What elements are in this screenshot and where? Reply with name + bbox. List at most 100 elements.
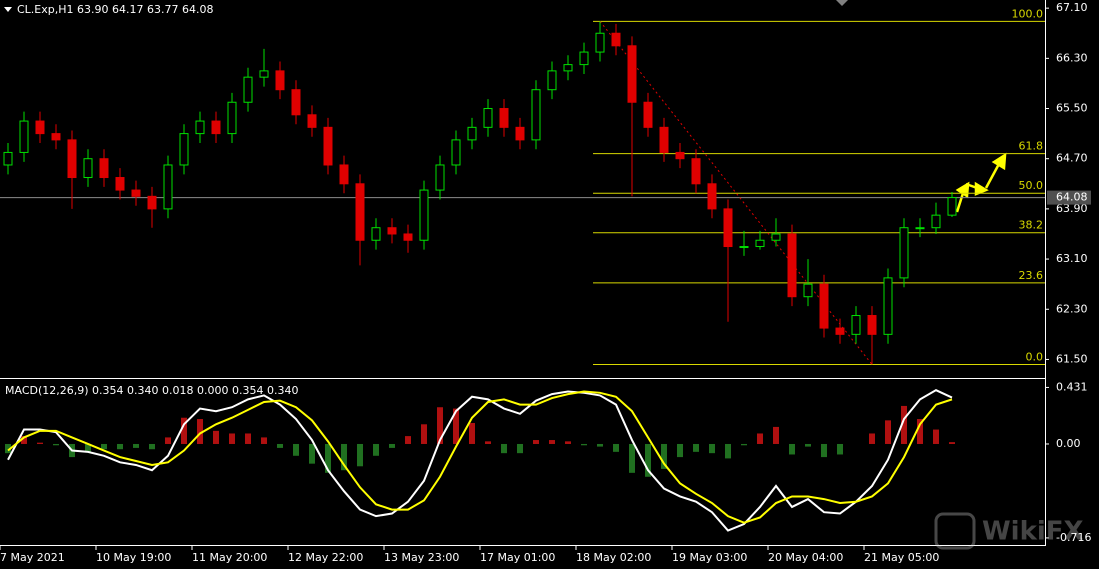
histogram-bar bbox=[21, 436, 27, 444]
candle-body bbox=[755, 239, 765, 248]
y-tick-label: 67.10 bbox=[1056, 1, 1088, 14]
x-tick-label: 18 May 02:00 bbox=[576, 551, 651, 564]
candle-body bbox=[835, 327, 845, 335]
candle-body bbox=[195, 120, 205, 135]
candle-body bbox=[595, 32, 605, 53]
histogram-bar bbox=[581, 443, 587, 446]
histogram-bar bbox=[613, 443, 619, 452]
histogram-bar bbox=[917, 419, 923, 444]
histogram-bar bbox=[261, 437, 267, 444]
candle-body bbox=[723, 208, 733, 248]
histogram-bar bbox=[517, 443, 523, 454]
histogram-bar bbox=[549, 440, 555, 444]
candle-body bbox=[115, 177, 125, 191]
histogram-bar bbox=[181, 417, 187, 444]
histogram-bar bbox=[341, 443, 347, 471]
histogram-bar bbox=[469, 422, 475, 444]
histogram-bar bbox=[757, 433, 763, 444]
histogram-bar bbox=[309, 443, 315, 464]
histogram-bar bbox=[213, 430, 219, 444]
y-tick-label: 66.30 bbox=[1056, 51, 1088, 64]
candle-body bbox=[659, 126, 669, 153]
histogram-bar bbox=[693, 443, 699, 452]
histogram-bar bbox=[709, 443, 715, 454]
candle-body bbox=[163, 164, 173, 210]
candle-body bbox=[179, 133, 189, 166]
candle-body bbox=[531, 89, 541, 141]
fib-label: 61.8 bbox=[1019, 140, 1044, 153]
candle-body bbox=[211, 120, 221, 135]
arrow-head bbox=[974, 181, 989, 196]
histogram-bar bbox=[645, 443, 651, 477]
histogram-bar bbox=[933, 429, 939, 444]
candle-body bbox=[3, 151, 13, 166]
x-tick-label: 11 May 20:00 bbox=[192, 551, 267, 564]
histogram-bar bbox=[101, 443, 107, 450]
candle-body bbox=[83, 158, 93, 179]
macd-line bbox=[7, 389, 953, 532]
histogram-bar bbox=[805, 443, 811, 447]
candle-body bbox=[675, 151, 685, 160]
candle-body bbox=[643, 101, 653, 128]
candle-body bbox=[355, 183, 365, 241]
histogram-bar bbox=[165, 437, 171, 444]
x-tick-label: 13 May 23:00 bbox=[384, 551, 459, 564]
watermark: WikiFX bbox=[982, 517, 1084, 547]
candle-body bbox=[147, 195, 157, 210]
candle-body bbox=[323, 126, 333, 166]
candle-body bbox=[739, 246, 749, 249]
fib-label: 23.6 bbox=[1019, 269, 1044, 282]
candle-body bbox=[771, 233, 781, 241]
y-tick-label: 0.00 bbox=[1056, 437, 1081, 450]
histogram-bar bbox=[85, 443, 91, 452]
histogram-bar bbox=[389, 443, 395, 448]
histogram-bar bbox=[453, 408, 459, 444]
x-tick-label: 19 May 03:00 bbox=[672, 551, 747, 564]
chart-header: CL.Exp,H1 63.90 64.17 63.77 64.08 bbox=[17, 3, 213, 16]
y-tick-label: 61.50 bbox=[1056, 352, 1088, 365]
y-tick-label: 64.70 bbox=[1056, 152, 1088, 165]
fib-label: 50.0 bbox=[1019, 179, 1044, 192]
histogram-bar bbox=[869, 433, 875, 444]
last-price-box bbox=[1047, 190, 1091, 205]
shift-marker bbox=[836, 0, 848, 6]
candle-body bbox=[915, 227, 925, 230]
candle-body bbox=[483, 108, 493, 128]
candle-body bbox=[451, 139, 461, 166]
candle-body bbox=[371, 227, 381, 241]
candle-body bbox=[307, 114, 317, 128]
histogram-bar bbox=[741, 443, 747, 446]
candle-body bbox=[899, 227, 909, 279]
candle-body bbox=[259, 70, 269, 78]
candle-body bbox=[627, 45, 637, 103]
candle-body bbox=[275, 70, 285, 91]
candle-body bbox=[227, 101, 237, 135]
histogram-bar bbox=[597, 443, 603, 447]
histogram-bar bbox=[821, 443, 827, 458]
fib-label: 100.0 bbox=[1012, 7, 1044, 20]
candle-body bbox=[947, 197, 957, 216]
histogram-bar bbox=[501, 443, 507, 454]
candle-body bbox=[867, 315, 877, 335]
menu-arrow[interactable] bbox=[4, 7, 12, 12]
histogram-bar bbox=[37, 442, 43, 444]
y-tick-label: 0.431 bbox=[1056, 380, 1088, 393]
histogram-bar bbox=[5, 443, 11, 454]
candle-body bbox=[419, 189, 429, 241]
histogram-bar bbox=[277, 443, 283, 448]
last-price-label: 64.08 bbox=[1056, 191, 1088, 204]
histogram-bar bbox=[421, 424, 427, 444]
histogram-bar bbox=[373, 443, 379, 456]
histogram-bar bbox=[533, 440, 539, 444]
macd-line bbox=[7, 390, 953, 524]
candle-body bbox=[611, 32, 621, 47]
histogram-bar bbox=[133, 443, 139, 448]
candle-body bbox=[931, 214, 941, 229]
candle-body bbox=[851, 315, 861, 335]
histogram-bar bbox=[837, 443, 843, 455]
histogram-bar bbox=[901, 405, 907, 444]
x-tick-label: 21 May 05:00 bbox=[864, 551, 939, 564]
histogram-bar bbox=[245, 433, 251, 444]
